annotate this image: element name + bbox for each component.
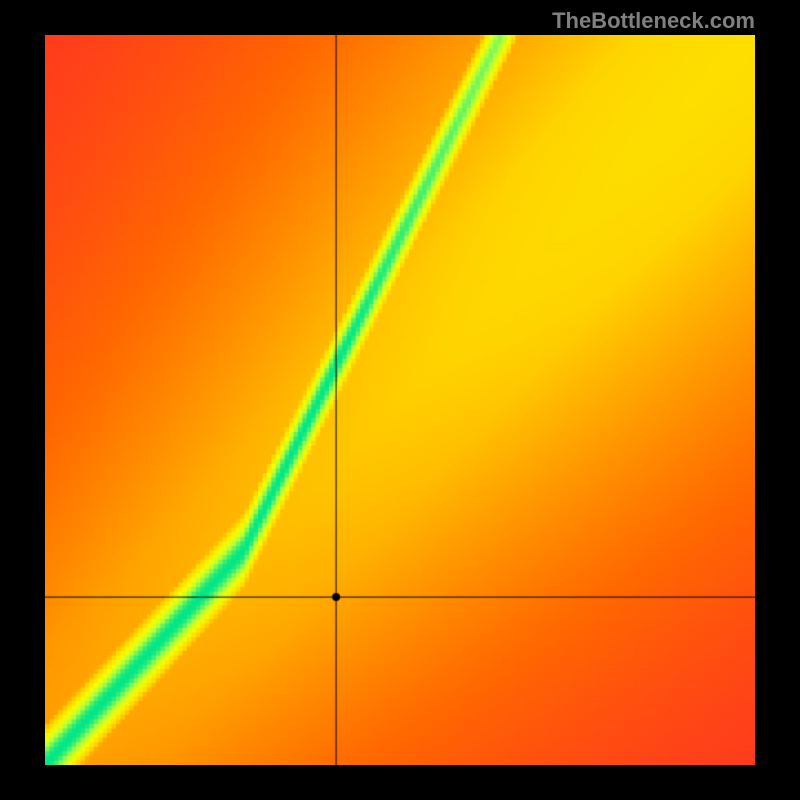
watermark-text: TheBottleneck.com	[552, 8, 755, 34]
chart-container: TheBottleneck.com	[0, 0, 800, 800]
bottleneck-heatmap	[45, 35, 755, 765]
